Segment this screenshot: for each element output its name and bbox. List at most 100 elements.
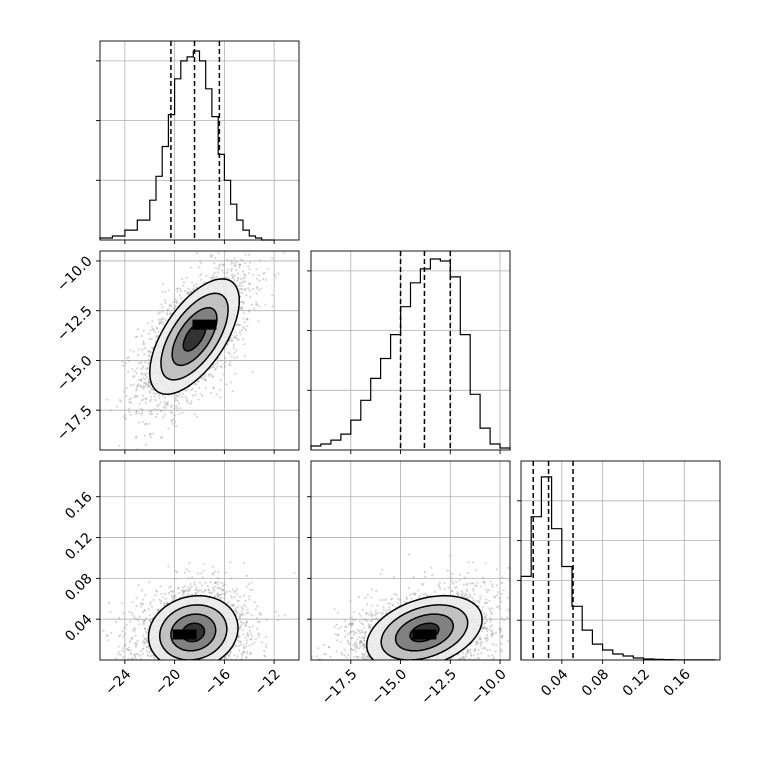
scatter-point — [234, 331, 237, 334]
scatter-point — [108, 601, 111, 605]
contour-line — [181, 622, 206, 643]
scatter-point — [158, 323, 161, 326]
scatter-point — [199, 262, 202, 265]
scatter-point — [131, 657, 135, 660]
scatter-point — [195, 283, 198, 286]
scatter-point — [205, 274, 208, 277]
scatter-point — [245, 294, 248, 297]
scatter-point — [239, 248, 241, 250]
scatter-point — [225, 276, 228, 279]
scatter-point — [161, 306, 164, 309]
scatter-point — [170, 419, 173, 422]
scatter-point — [264, 643, 268, 646]
scatter-point — [240, 281, 243, 284]
scatter-point — [147, 651, 150, 654]
y-tick-label: −15.0 — [54, 353, 96, 395]
scatter-point — [145, 375, 148, 378]
scatter-point — [189, 587, 192, 590]
scatter-point — [495, 644, 498, 647]
scatter-point — [243, 321, 246, 324]
scatter-point — [258, 305, 261, 308]
scatter-point — [459, 573, 462, 576]
scatter-point — [131, 368, 134, 371]
scatter-point — [253, 641, 256, 644]
scatter-point — [247, 634, 250, 638]
scatter-point — [134, 335, 137, 338]
scatter-point — [490, 635, 493, 638]
scatter-point — [251, 589, 254, 592]
scatter-point — [175, 299, 178, 303]
scatter-point — [138, 615, 141, 618]
scatter-point — [181, 593, 184, 597]
scatter-point — [133, 655, 137, 659]
scatter-point — [235, 337, 239, 340]
scatter-point — [211, 374, 214, 378]
scatter-point — [239, 614, 242, 618]
scatter-point — [187, 401, 190, 404]
scatter-point — [363, 631, 366, 634]
scatter-point — [135, 372, 138, 375]
scatter-point — [232, 336, 235, 339]
scatter-point — [246, 608, 249, 612]
scatter-point — [247, 611, 250, 614]
scatter-point — [245, 318, 248, 321]
scatter-point — [262, 248, 264, 250]
scatter-point — [488, 599, 491, 603]
scatter-point — [246, 633, 249, 637]
scatter-point — [251, 245, 253, 247]
scatter-point — [140, 360, 143, 363]
scatter-point — [230, 595, 233, 598]
scatter-point — [151, 328, 154, 331]
scatter-point — [143, 637, 146, 640]
scatter-point — [239, 626, 242, 629]
scatter-point — [244, 253, 247, 256]
scatter-point — [136, 367, 139, 370]
scatter-point — [130, 657, 133, 660]
scatter-point — [147, 380, 150, 383]
scatter-point — [198, 260, 202, 263]
scatter-point — [144, 373, 147, 376]
scatter-point — [156, 412, 159, 415]
scatter-point — [240, 613, 243, 616]
scatter-point — [233, 654, 236, 657]
scatter-point — [144, 443, 147, 446]
scatter-point — [219, 359, 223, 362]
scatter-point — [220, 596, 223, 599]
scatter-point — [143, 609, 146, 612]
scatter-point — [208, 276, 212, 279]
scatter-point — [230, 339, 234, 342]
scatter-point — [132, 350, 135, 353]
scatter-point — [253, 307, 256, 310]
contour-line — [158, 604, 228, 660]
x-tick-label: −24 — [102, 666, 134, 698]
scatter-point — [121, 649, 124, 653]
scatter-point — [176, 409, 179, 412]
scatter-point — [490, 654, 494, 657]
scatter-point — [172, 417, 175, 421]
scatter-point — [237, 599, 240, 602]
scatter-point — [223, 365, 226, 368]
scatter-point — [249, 651, 252, 654]
scatter-point — [147, 645, 150, 648]
scatter-point — [244, 599, 247, 603]
scatter-point — [124, 362, 127, 365]
scatter-point — [230, 274, 233, 277]
scatter-point — [145, 631, 148, 635]
scatter-point — [136, 642, 139, 645]
scatter-point — [256, 627, 259, 630]
scatter-point — [211, 366, 214, 369]
scatter-point — [152, 598, 155, 602]
scatter-point — [234, 372, 237, 375]
scatter-point — [150, 654, 153, 658]
scatter-point — [357, 595, 360, 599]
scatter-point — [176, 290, 179, 293]
scatter-point — [236, 279, 239, 282]
scatter-point — [248, 629, 251, 632]
scatter-point — [443, 588, 446, 591]
x-tick-label: −20 — [152, 666, 184, 698]
scatter-point — [121, 601, 124, 605]
scatter-point — [129, 620, 132, 623]
scatter-point — [216, 592, 219, 595]
scatter-point — [137, 328, 140, 331]
scatter-point — [129, 649, 132, 652]
